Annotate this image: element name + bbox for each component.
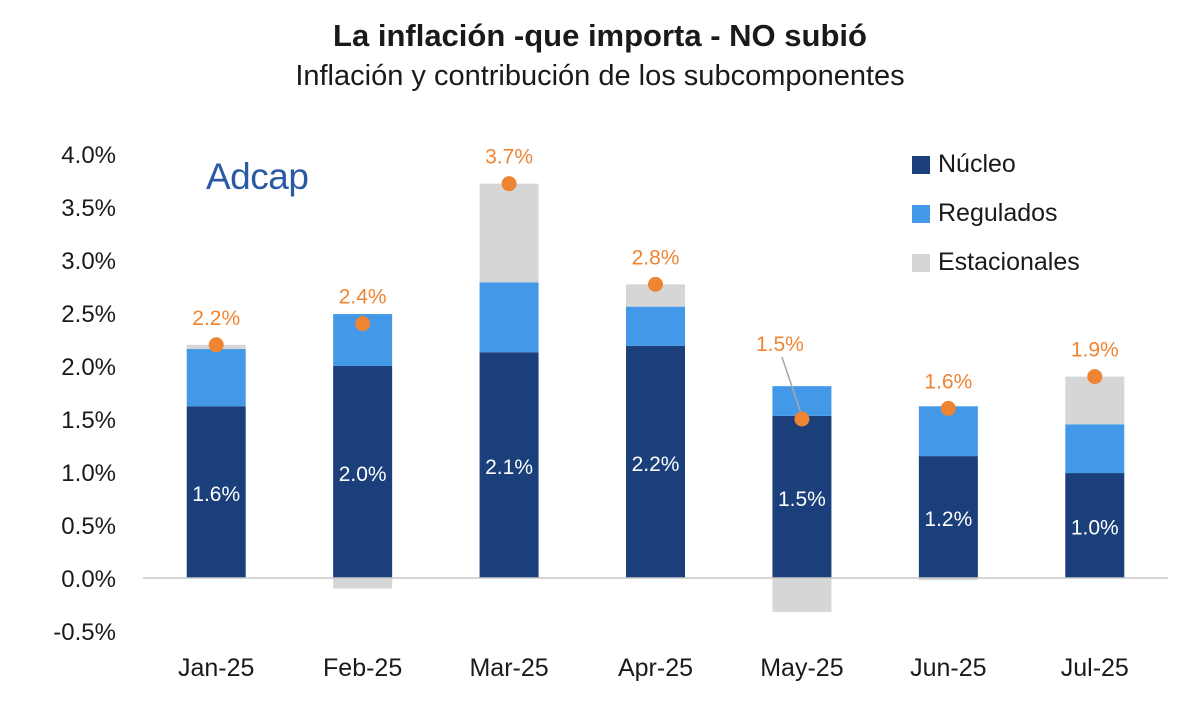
x-tick-label: May-25 bbox=[760, 654, 843, 682]
total-value-label: 3.7% bbox=[485, 146, 533, 169]
legend-swatch-nucleo bbox=[912, 155, 930, 174]
total-marker bbox=[940, 400, 956, 416]
y-tick-label: 1.0% bbox=[61, 460, 116, 487]
total-value-label: 1.9% bbox=[1071, 339, 1119, 362]
legend-label-nucleo: Núcleo bbox=[938, 150, 1016, 178]
legend-label-estacionales: Estacionales bbox=[938, 248, 1080, 276]
total-marker bbox=[648, 276, 663, 292]
bar-estacionales bbox=[626, 284, 685, 307]
bar-regulados bbox=[772, 386, 832, 416]
bar-regulados bbox=[186, 349, 246, 407]
total-value-label: 2.8% bbox=[632, 246, 680, 269]
nucleo-value-label: 2.2% bbox=[632, 453, 680, 476]
bar-nucleo bbox=[918, 456, 978, 578]
total-value-label: 1.5% bbox=[756, 333, 804, 356]
nucleo-value-label: 1.2% bbox=[924, 508, 972, 531]
total-marker bbox=[208, 337, 224, 353]
adcap-logo: Adcap bbox=[206, 156, 309, 197]
chart-title: La inflación -que importa - NO subió bbox=[333, 18, 867, 53]
x-tick-label: Feb-25 bbox=[323, 654, 402, 682]
legend: Núcleo Regulados Estacionales bbox=[912, 140, 1080, 287]
total-marker bbox=[794, 411, 810, 427]
bar-regulados bbox=[1065, 424, 1125, 474]
leader-line bbox=[781, 356, 802, 414]
x-tick-label: Jul-25 bbox=[1061, 654, 1129, 682]
y-tick-label: 2.0% bbox=[61, 354, 116, 381]
total-value-label: 2.4% bbox=[339, 286, 387, 309]
legend-swatch-regulados bbox=[912, 204, 930, 223]
x-tick-label: Apr-25 bbox=[618, 654, 693, 682]
total-marker bbox=[355, 316, 371, 332]
total-value-label: 1.6% bbox=[924, 370, 972, 393]
bar-estacionales bbox=[918, 578, 978, 581]
total-value-label: 2.2% bbox=[192, 307, 240, 330]
y-tick-label: 0.0% bbox=[61, 566, 116, 593]
y-tick-label: 1.5% bbox=[61, 407, 116, 434]
y-tick-label: 2.5% bbox=[61, 301, 116, 328]
bar-estacionales bbox=[1065, 376, 1125, 425]
x-tick-label: Jan-25 bbox=[178, 654, 254, 682]
legend-swatch-estacionales bbox=[912, 253, 930, 272]
x-tick-label: Mar-25 bbox=[469, 654, 548, 682]
bar-nucleo bbox=[186, 406, 246, 578]
nucleo-value-label: 1.0% bbox=[1071, 517, 1119, 540]
legend-item-regulados: Regulados bbox=[912, 189, 1080, 238]
y-tick-label: 0.5% bbox=[61, 513, 116, 540]
y-tick-label: 4.0% bbox=[61, 142, 116, 169]
legend-item-estacionales: Estacionales bbox=[912, 238, 1080, 287]
bar-nucleo bbox=[1065, 473, 1125, 578]
legend-item-nucleo: Núcleo bbox=[912, 140, 1080, 189]
y-tick-label: 3.0% bbox=[61, 248, 116, 275]
y-tick-label: 3.5% bbox=[61, 195, 116, 222]
nucleo-value-label: 1.6% bbox=[192, 483, 240, 506]
bar-estacionales bbox=[772, 578, 832, 612]
nucleo-value-label: 1.5% bbox=[778, 488, 826, 511]
bar-nucleo bbox=[333, 366, 393, 578]
bar-estacionales bbox=[479, 183, 539, 283]
bar-nucleo bbox=[479, 352, 539, 578]
legend-label-regulados: Regulados bbox=[938, 199, 1058, 227]
bar-nucleo bbox=[626, 345, 685, 578]
total-marker bbox=[1087, 369, 1103, 385]
y-tick-label: -0.5% bbox=[53, 619, 116, 646]
bar-nucleo bbox=[772, 415, 832, 578]
nucleo-value-label: 2.0% bbox=[339, 463, 387, 486]
x-tick-label: Jun-25 bbox=[910, 654, 986, 682]
chart-subtitle: Inflación y contribución de los subcompo… bbox=[295, 60, 905, 92]
total-marker bbox=[501, 176, 517, 192]
bar-regulados bbox=[479, 282, 539, 353]
bar-regulados bbox=[626, 306, 685, 346]
bar-estacionales bbox=[333, 578, 393, 589]
nucleo-value-label: 2.1% bbox=[485, 456, 533, 479]
